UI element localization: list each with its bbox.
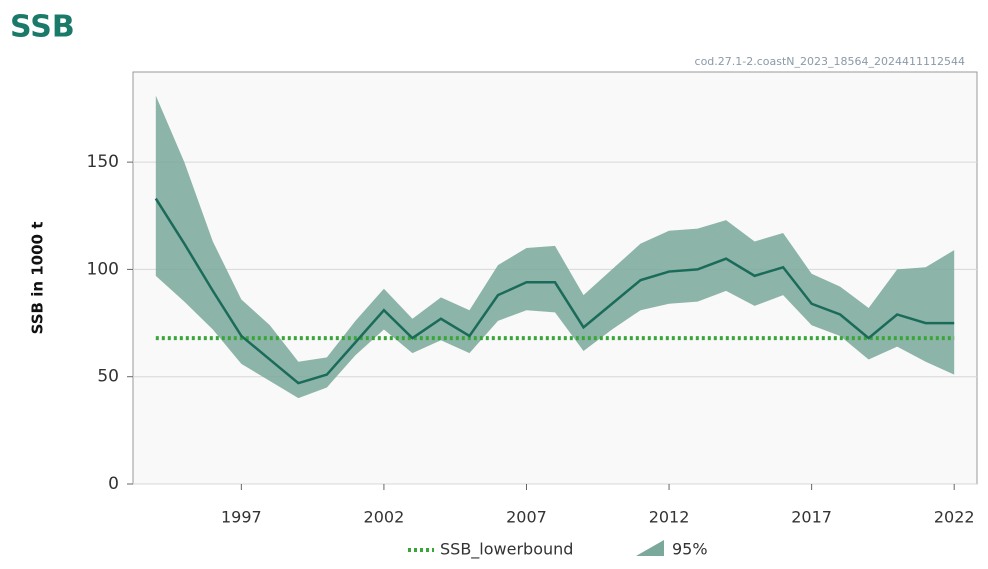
y-tick-label: 100 (87, 259, 119, 279)
legend-label: SSB_lowerbound (440, 540, 573, 560)
x-tick-label: 2002 (364, 508, 405, 527)
x-tick-label: 2017 (791, 508, 832, 527)
y-tick-label: 150 (87, 152, 119, 172)
chart-subtitle: cod.27.1-2.coastN_2023_18564_20244111125… (695, 55, 965, 68)
x-tick-label: 2022 (934, 508, 975, 527)
confidence-band (155, 95, 955, 399)
y-tick-label: 0 (108, 474, 119, 494)
y-axis-label: SSB in 1000 t (29, 222, 47, 335)
legend-label: 95% (672, 540, 708, 559)
y-tick-label: 50 (97, 367, 119, 387)
x-tick-label: 1997 (221, 508, 262, 527)
x-tick-label: 2012 (649, 508, 690, 527)
x-tick-label: 2007 (506, 508, 547, 527)
series-line (154, 197, 955, 385)
chart-title: SSB (10, 10, 75, 45)
legend-swatch (636, 540, 664, 556)
